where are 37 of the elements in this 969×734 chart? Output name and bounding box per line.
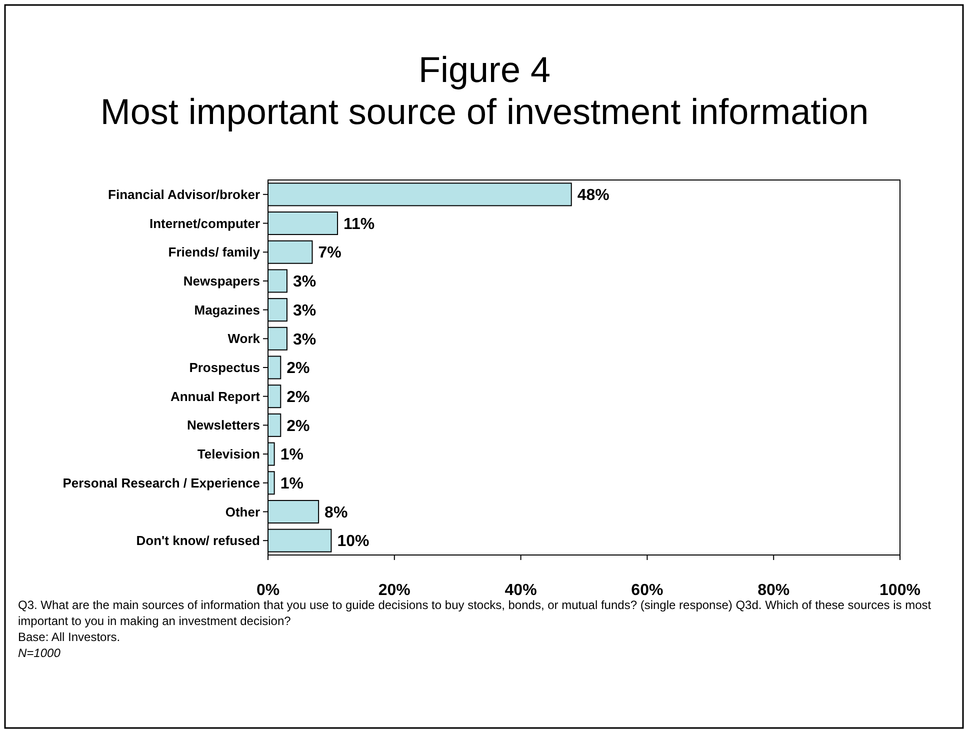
chart-title: Figure 4: [418, 49, 551, 90]
data-label: 8%: [324, 504, 348, 522]
data-label: 7%: [318, 244, 342, 262]
data-label: 3%: [292, 302, 316, 320]
y-tick-label: Work: [228, 331, 261, 346]
y-tick-label: Personal Research / Experience: [62, 475, 260, 490]
x-tick-label: 60%: [631, 582, 664, 599]
y-tick-label: Annual Report: [170, 388, 261, 404]
x-tick-label: 40%: [504, 582, 537, 599]
text: Base: All Investors.: [18, 630, 120, 644]
y-tick-label: Newspapers: [183, 274, 260, 289]
x-tick-label: 20%: [378, 582, 410, 599]
y-tick-label: Prospectus: [189, 360, 260, 376]
data-label: 3%: [292, 274, 316, 291]
y-tick-label: Other: [225, 504, 260, 520]
text: N=1000: [18, 646, 61, 660]
data-label: 3%: [292, 331, 316, 348]
data-label: 10%: [337, 533, 370, 550]
text: Q3. What are the main sources of information that you use to guide decisions to buy stocks, bonds, or mutual funds? (single response) Q3d. Which of these sources is most important to you in making an investment decision?: [18, 598, 932, 628]
data-label: 2%: [286, 418, 310, 435]
y-tick-label: Internet/computer: [149, 216, 260, 231]
x-tick-label: 100%: [880, 582, 920, 599]
y-tick-label: Newsletters: [187, 418, 260, 433]
x-tick-label: 80%: [758, 582, 790, 599]
chart-subtitle: Most important source of investment information: [100, 91, 869, 132]
y-tick-label: Friends/ family: [168, 244, 261, 260]
data-label: 48%: [577, 187, 610, 204]
x-tick-label: 0%: [256, 582, 280, 599]
y-tick-label: Television: [197, 446, 260, 462]
data-label: 11%: [344, 216, 375, 233]
y-tick-label: Magazines: [194, 302, 260, 318]
data-label: 1%: [280, 446, 304, 464]
y-tick-label: Don't know/ refused: [136, 533, 260, 548]
data-label: 2%: [286, 360, 310, 378]
y-tick-label: Financial Advisor/broker: [108, 186, 260, 202]
data-label: 2%: [286, 388, 310, 406]
data-label: 1%: [280, 475, 304, 492]
